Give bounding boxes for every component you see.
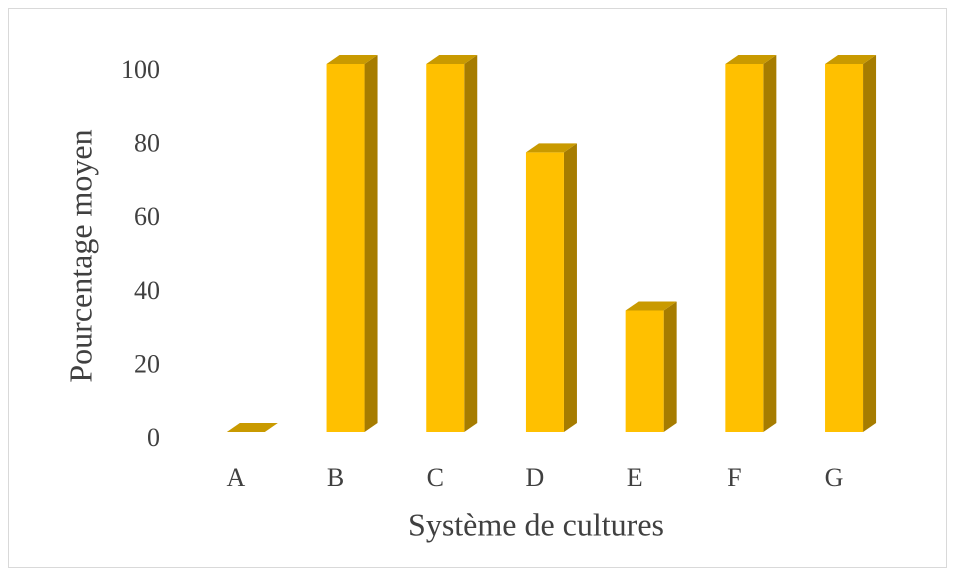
bar-top <box>326 55 378 64</box>
bar-front <box>625 310 664 432</box>
x-tick-label: A <box>226 463 245 492</box>
x-tick-label: D <box>526 463 545 492</box>
bar <box>825 55 877 432</box>
x-tick-label: E <box>627 463 643 492</box>
bar-top <box>226 423 278 432</box>
x-tick-label: F <box>727 463 741 492</box>
bar <box>525 143 577 432</box>
x-axis-title: Système de cultures <box>408 506 664 542</box>
y-tick-label: 100 <box>121 55 160 84</box>
y-tick-label: 40 <box>134 276 160 305</box>
x-tick-label: C <box>427 463 444 492</box>
bar-front <box>725 64 764 432</box>
bar-side <box>563 143 577 432</box>
y-tick-label: 80 <box>134 129 160 158</box>
bar <box>326 55 378 432</box>
bar-top <box>825 55 877 64</box>
x-tick-label: B <box>327 463 344 492</box>
bar-front <box>825 64 864 432</box>
chart-frame <box>8 8 947 568</box>
bar-front <box>525 152 564 432</box>
bar-side <box>663 301 677 432</box>
y-axis-title: Pourcentage moyen <box>62 129 98 382</box>
bar <box>725 55 777 432</box>
bar-top <box>426 55 478 64</box>
bar-top <box>725 55 777 64</box>
bar-side <box>364 55 378 432</box>
bar-top <box>625 301 677 311</box>
bar-top <box>525 143 577 153</box>
y-tick-label: 0 <box>147 423 160 452</box>
bar <box>426 55 478 432</box>
bar-side <box>763 55 777 432</box>
bar-side <box>863 55 877 432</box>
bar <box>226 423 278 432</box>
y-tick-label: 60 <box>134 202 160 231</box>
y-tick-label: 20 <box>134 349 160 378</box>
x-tick-label: G <box>825 463 844 492</box>
bar <box>625 301 677 432</box>
bar-front <box>426 64 465 432</box>
bar-front <box>326 64 365 432</box>
bar-side <box>464 55 478 432</box>
